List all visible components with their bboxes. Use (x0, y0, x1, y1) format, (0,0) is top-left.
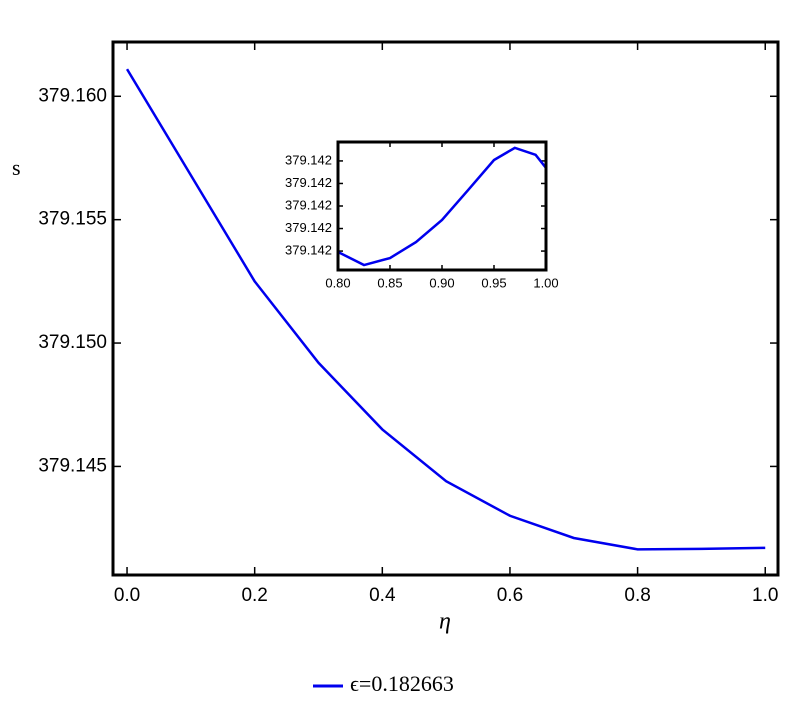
y-tick-label: 379.142 (285, 197, 332, 212)
plot-area (338, 142, 546, 270)
x-tick-label: 1.00 (533, 276, 558, 291)
y-tick-label: 379.142 (285, 152, 332, 167)
y-axis-label: s (12, 155, 21, 180)
plot-frame (336, 140, 548, 272)
x-tick-label: 0.85 (377, 276, 402, 291)
x-axis-label: η (439, 609, 451, 635)
data-line (337, 146, 547, 267)
x-tick-label: 0.4 (369, 585, 396, 606)
legend-label: ϵ=0.182663 (350, 671, 454, 696)
y-tick-label: 379.142 (285, 175, 332, 190)
x-tick-label: 0.6 (497, 585, 523, 606)
y-tick-label: 379.160 (38, 85, 107, 106)
plot-area (113, 42, 778, 575)
y-tick-label: 379.150 (38, 332, 107, 353)
x-tick-label: 0.0 (114, 585, 140, 606)
data-line (125, 68, 766, 551)
y-tick-label: 379.155 (38, 209, 107, 230)
y-tick-label: 379.142 (285, 220, 332, 235)
x-tick-label: 0.8 (624, 585, 650, 606)
x-tick-label: 0.2 (241, 585, 267, 606)
x-tick-label: 1.0 (752, 585, 778, 606)
x-tick-label: 0.90 (429, 276, 454, 291)
x-tick-label: 0.95 (481, 276, 506, 291)
x-tick-label: 0.80 (325, 276, 350, 291)
plot-frame (111, 40, 780, 577)
y-tick-label: 379.145 (38, 455, 107, 476)
y-tick-label: 379.142 (285, 243, 332, 258)
